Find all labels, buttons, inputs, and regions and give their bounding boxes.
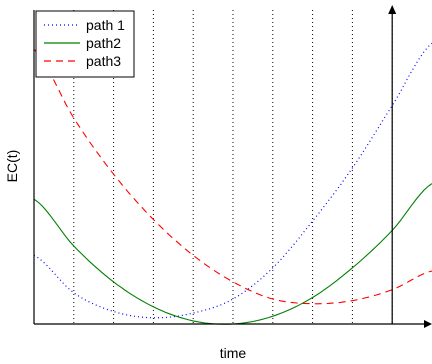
legend-label-3: path3 (86, 53, 121, 69)
legend: path 1 path2 path3 (35, 10, 135, 78)
series-line-1 (33, 42, 432, 319)
x-axis-arrow (424, 320, 432, 328)
y-axis-label: EC(t) (4, 150, 20, 183)
legend-label-2: path2 (86, 35, 121, 51)
legend-box (35, 10, 135, 78)
series-line-2 (33, 183, 432, 325)
marker-line-arrow (388, 5, 397, 14)
legend-label-1: path 1 (86, 17, 125, 33)
x-axis-label: time (220, 345, 247, 361)
series-line-3 (33, 49, 432, 305)
